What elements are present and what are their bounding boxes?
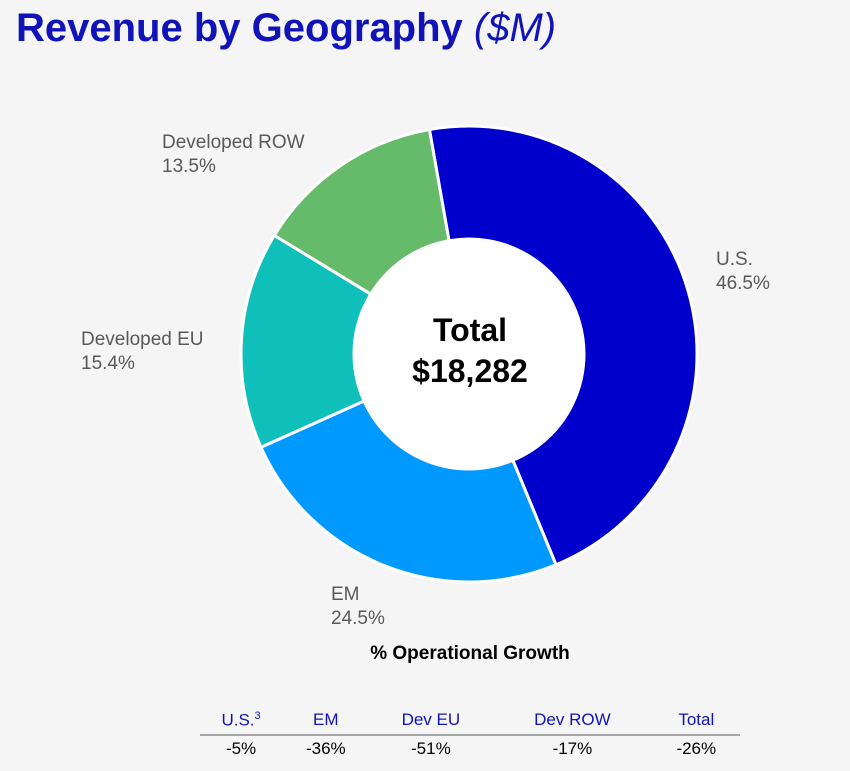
slice-name-us: U.S. — [716, 249, 753, 270]
growth-header-row: U.S.3 EM Dev EU Dev ROW Total — [200, 710, 740, 736]
footnote-marker: 3 — [254, 710, 261, 722]
growth-value-row: -5% -36% -51% -17% -26% — [200, 735, 740, 760]
growth-value-dev-row: -17% — [552, 738, 593, 758]
growth-header-us: U.S.3 — [200, 710, 283, 736]
slice-name-em: EM — [331, 584, 360, 605]
slice-pct-us: 46.5% — [716, 273, 770, 294]
slice-name-developed-row: Developed ROW — [162, 132, 305, 153]
slice-pct-em: 24.5% — [331, 608, 385, 629]
growth-value-em: -36% — [305, 738, 346, 758]
growth-header-total: Total — [652, 710, 740, 736]
chart-title-main: Revenue by Geography — [16, 6, 463, 50]
donut-chart — [239, 124, 699, 584]
chart-title-unit: ($M) — [473, 6, 557, 50]
donut-slice-developed-eu — [239, 233, 373, 450]
growth-title: % Operational Growth — [370, 643, 570, 664]
slice-label-developed-row: Developed ROW 13.5% — [162, 131, 305, 179]
donut-slice-us — [427, 124, 699, 567]
slice-label-developed-eu: Developed EU 15.4% — [81, 328, 204, 376]
slice-name-developed-eu: Developed EU — [81, 329, 204, 350]
slice-pct-developed-eu: 15.4% — [81, 353, 135, 374]
slice-label-em: EM 24.5% — [331, 583, 385, 631]
donut-slice-developed-row — [272, 127, 451, 297]
growth-value-total: -26% — [676, 738, 717, 758]
growth-header-dev-eu: Dev EU — [369, 710, 493, 736]
center-total-label: Total — [432, 312, 508, 348]
growth-value-us: -5% — [225, 738, 257, 758]
chart-title: Revenue by Geography ($M) — [16, 6, 556, 51]
growth-header-dev-row: Dev ROW — [492, 710, 653, 736]
growth-value-dev-eu: -51% — [411, 738, 451, 758]
slice-label-us: U.S. 46.5% — [716, 248, 770, 296]
growth-header-em: EM — [282, 710, 370, 736]
donut-hole — [355, 240, 583, 468]
growth-table: U.S.3 EM Dev EU Dev ROW Total -5% -36% -… — [200, 710, 740, 760]
slice-pct-developed-row: 13.5% — [162, 156, 216, 177]
center-total-value: $18,282 — [412, 353, 528, 389]
donut-slice-em — [258, 399, 558, 584]
